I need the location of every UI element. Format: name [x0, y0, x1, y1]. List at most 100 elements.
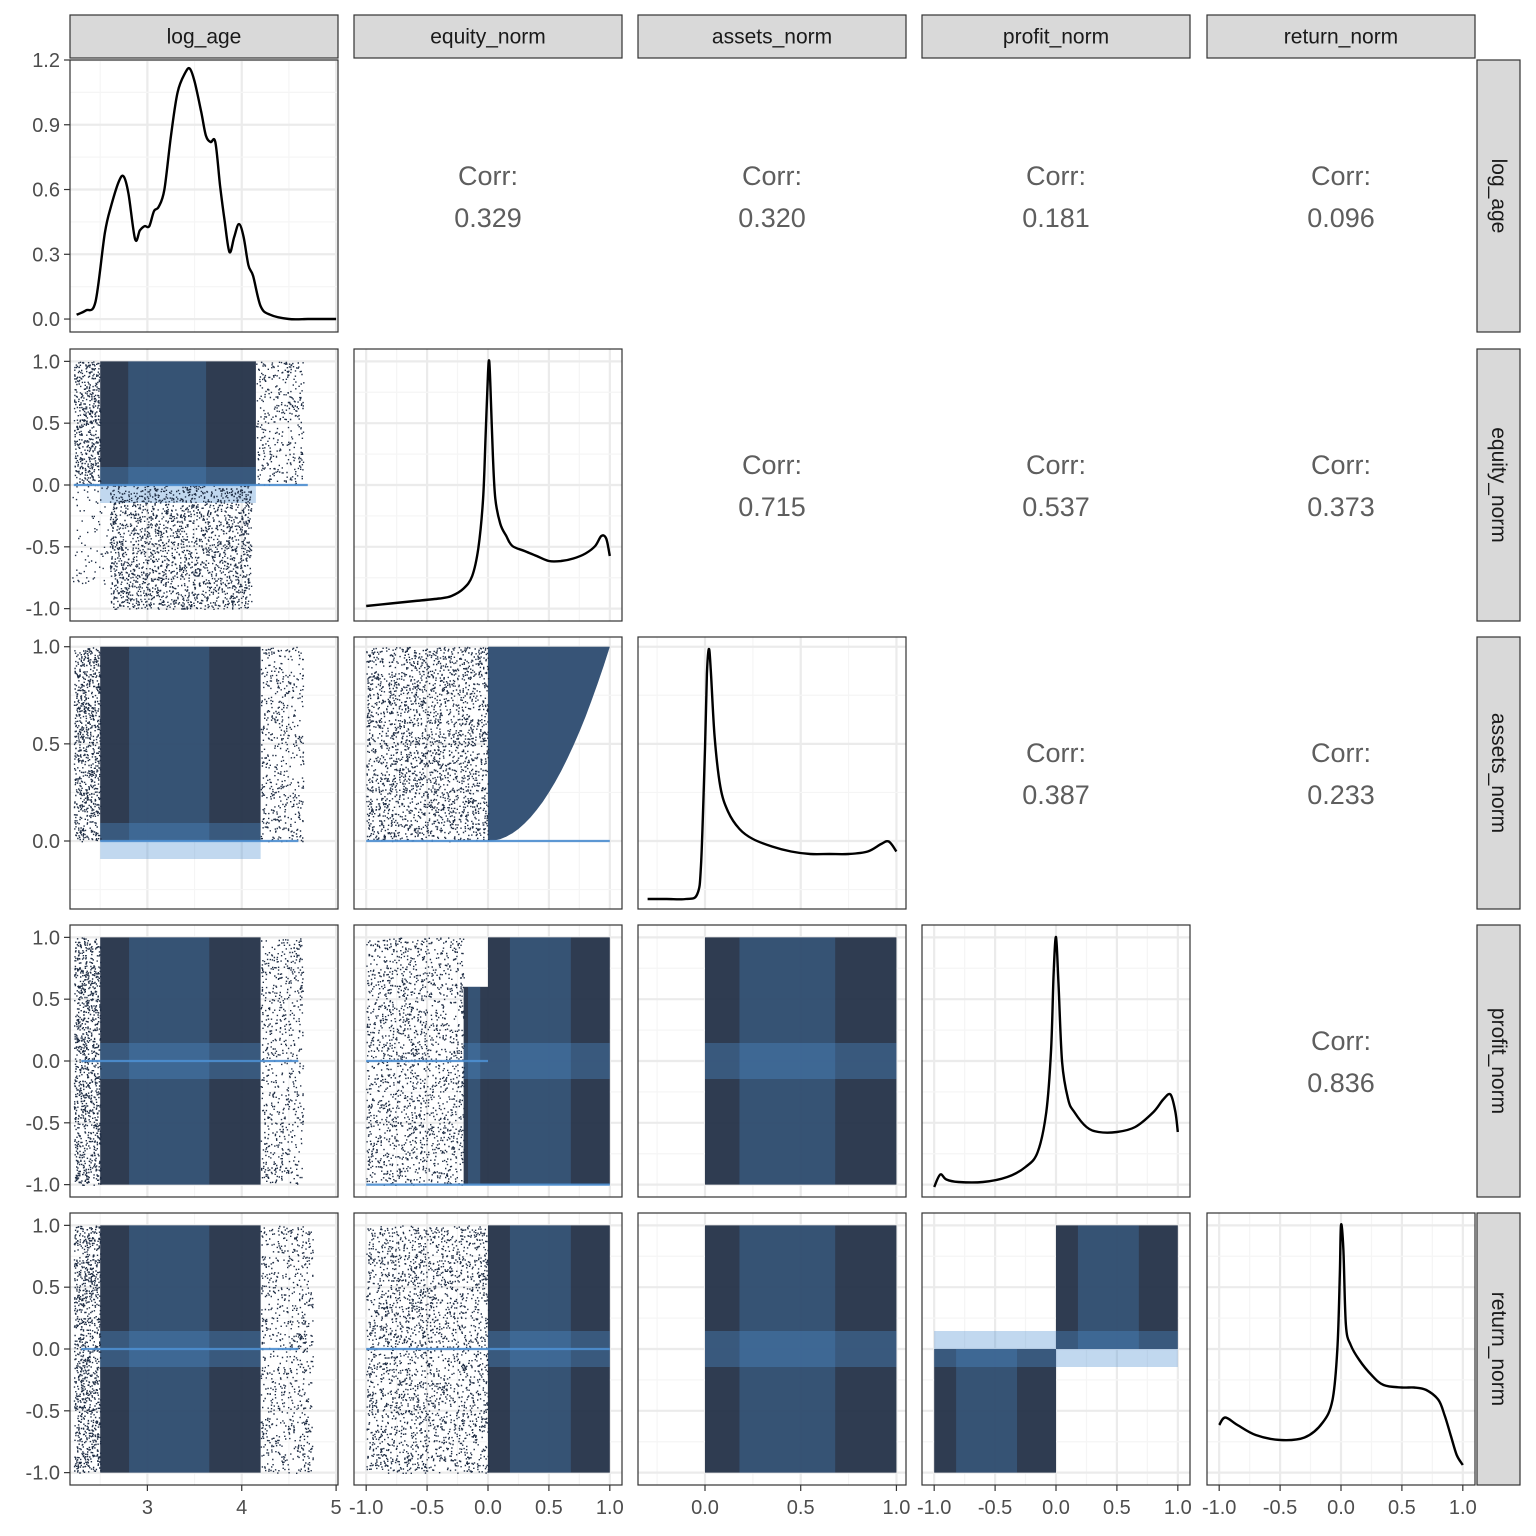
- point-cloud: [463, 986, 488, 1185]
- scatter-points: [705, 1225, 897, 1473]
- point-density-highlight: [934, 1331, 1056, 1367]
- point-density-highlight: [956, 1349, 1018, 1473]
- panel-border: [637, 636, 907, 910]
- point-density-highlight: [129, 646, 210, 841]
- strip-label: log_age: [167, 26, 242, 49]
- y-tick-label: 0.0: [32, 1051, 60, 1073]
- panel-equity-norm-vs-assets-norm: Corr: 0.715: [738, 450, 806, 522]
- panel-border: [921, 924, 1191, 1198]
- corr-label: Corr:: [1026, 738, 1086, 768]
- strip-right-profit-norm: profit_norm: [1476, 924, 1521, 1198]
- strip-background: [1476, 924, 1521, 1198]
- x-tick-label: 0.0: [691, 1497, 719, 1519]
- y-tick-label: 0.5: [32, 1277, 60, 1299]
- corr-label: Corr:: [1026, 161, 1086, 191]
- y-axis-profit-norm: -1.0 -0.5 0.0 0.5 1.0: [26, 927, 70, 1197]
- y-tick-label: 1.0: [32, 927, 60, 949]
- scatter-points: [705, 937, 897, 1185]
- point-cloud: [100, 646, 261, 841]
- panel-assets-norm-vs-profit-norm: Corr: 0.387: [1022, 738, 1090, 810]
- corr-value: 0.715: [738, 492, 806, 522]
- corr-value: 0.836: [1307, 1068, 1375, 1098]
- strip-label: return_norm: [1487, 1292, 1510, 1406]
- point-density-highlight: [128, 361, 207, 485]
- strip-background: [921, 14, 1191, 59]
- strip-background: [1476, 636, 1521, 910]
- x-tick-label: 0.5: [787, 1497, 815, 1519]
- point-scatter: [73, 1225, 102, 1474]
- point-scatter: [260, 1225, 314, 1474]
- point-density-highlight: [739, 1225, 836, 1473]
- y-axis-assets-norm: 0.0 0.5 1.0: [32, 637, 70, 853]
- x-axis-equity-norm: -1.0 -0.5 0.0 0.5 1.0: [349, 1485, 624, 1519]
- corr-label: Corr:: [1311, 161, 1371, 191]
- point-cloud: [705, 1225, 897, 1473]
- point-density-highlight: [1077, 1225, 1139, 1349]
- point-cloud: [488, 937, 610, 1185]
- strip-label: equity_norm: [430, 26, 546, 49]
- panel-profit-norm-vs-assets-norm: [637, 924, 907, 1198]
- x-tick-label: -1.0: [349, 1497, 383, 1519]
- x-tick-label: 1.0: [1164, 1497, 1192, 1519]
- y-tick-label: -0.5: [26, 537, 60, 559]
- panel-border: [69, 636, 339, 910]
- panel-return-norm-vs-log-age: [69, 1212, 339, 1486]
- corr-label: Corr:: [742, 161, 802, 191]
- corr-value: 0.387: [1022, 780, 1090, 810]
- panel-return-norm-vs-assets-norm: [637, 1212, 907, 1486]
- strip-right-equity-norm: equity_norm: [1476, 348, 1521, 622]
- point-density-highlight: [705, 1043, 897, 1079]
- y-tick-label: 0.0: [32, 475, 60, 497]
- scatter-points: [366, 937, 610, 1186]
- strip-background: [1476, 59, 1521, 333]
- panel-log-age-vs-assets-norm: Corr: 0.320: [738, 161, 806, 233]
- x-tick-label: 1.0: [596, 1497, 624, 1519]
- strip-background: [1476, 1212, 1521, 1486]
- strip-label: log_age: [1487, 159, 1510, 234]
- point-density-highlight: [739, 937, 836, 1185]
- corr-value: 0.181: [1022, 203, 1090, 233]
- x-axis-return-norm: -1.0 -0.5 0.0 0.5 1.0: [1202, 1485, 1477, 1519]
- strip-top-equity-norm: equity_norm: [353, 14, 623, 59]
- x-tick-label: -1.0: [1202, 1497, 1236, 1519]
- strip-label: profit_norm: [1003, 26, 1109, 49]
- y-tick-label: 0.5: [32, 734, 60, 756]
- y-tick-label: 1.0: [32, 637, 60, 659]
- panel-assets-norm-vs-assets-norm: [637, 636, 907, 910]
- panel-profit-norm-vs-log-age: [69, 924, 339, 1198]
- strip-top-log-age: log_age: [69, 14, 339, 59]
- y-tick-label: 1.0: [32, 351, 60, 373]
- strip-background: [637, 14, 907, 59]
- panel-background: [70, 60, 338, 332]
- point-cloud: [488, 646, 610, 841]
- point-density-highlight: [468, 986, 481, 1185]
- point-density-highlight: [488, 646, 610, 841]
- x-tick-label: 1.0: [1449, 1497, 1477, 1519]
- y-tick-label: 0.3: [32, 244, 60, 266]
- corr-label: Corr:: [742, 450, 802, 480]
- scatter-points: [366, 646, 610, 843]
- point-density-highlight: [509, 937, 571, 1185]
- corr-value: 0.320: [738, 203, 806, 233]
- point-density-highlight: [488, 1043, 610, 1079]
- scatter-points: [934, 1225, 1178, 1473]
- density-curve-profit-norm: [933, 935, 1179, 1188]
- y-tick-label: 1.0: [32, 1215, 60, 1237]
- point-cloud: [100, 361, 256, 485]
- panel-profit-norm-vs-profit-norm: [921, 924, 1191, 1198]
- x-tick-label: 3: [142, 1497, 153, 1519]
- strip-label: assets_norm: [1487, 713, 1510, 833]
- panel-log-age-vs-equity-norm: Corr: 0.329: [454, 161, 522, 233]
- x-tick-label: 0.5: [1388, 1497, 1416, 1519]
- x-tick-label: 1.0: [883, 1497, 911, 1519]
- panel-log-age-vs-profit-norm: Corr: 0.181: [1022, 161, 1090, 233]
- x-tick-label: 0.0: [1042, 1497, 1070, 1519]
- y-tick-label: 0.0: [32, 309, 60, 331]
- x-tick-label: -0.5: [978, 1497, 1012, 1519]
- density-curve-assets-norm: [647, 647, 898, 901]
- point-density-highlight: [1056, 1331, 1178, 1367]
- x-tick-label: 4: [236, 1497, 247, 1519]
- panel-assets-norm-vs-equity-norm: [353, 636, 623, 910]
- panel-equity-norm-vs-return-norm: Corr: 0.373: [1307, 450, 1375, 522]
